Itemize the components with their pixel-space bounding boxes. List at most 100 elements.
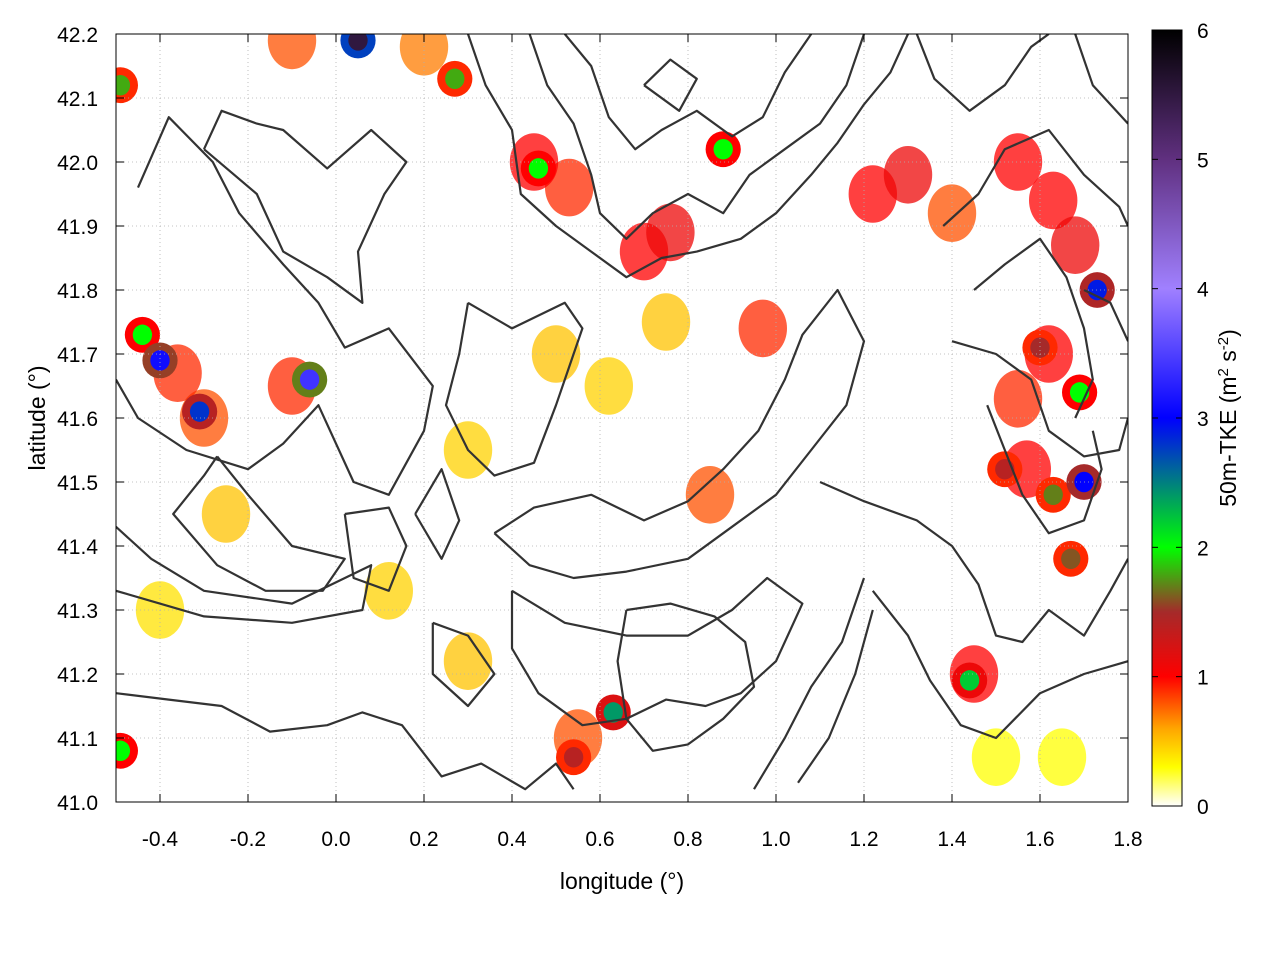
tke-hotspot-0 — [556, 739, 592, 776]
tke-region-30 — [883, 146, 933, 204]
tke-region-31 — [1051, 216, 1100, 274]
colorbar-title-sup1: 2 — [1215, 368, 1232, 376]
y-tick-label: 42.1 — [57, 88, 98, 111]
tke-hotspot-18 — [292, 361, 328, 398]
tke-region-15 — [267, 34, 317, 70]
x-tick-label: 1.8 — [1113, 828, 1142, 851]
colorbar-title-mid: s — [1215, 350, 1241, 368]
contour-line-22 — [1074, 34, 1128, 125]
tke-region-12 — [927, 184, 977, 242]
contour-line-11 — [871, 590, 1128, 740]
tke-region-13 — [685, 466, 735, 524]
y-tick-label: 41.5 — [57, 472, 98, 495]
y-tick-label: 42.2 — [57, 24, 98, 47]
contour-line-26 — [431, 621, 496, 708]
contour-line-9 — [819, 480, 1128, 644]
x-tick-label: 0.2 — [409, 828, 438, 851]
axes: -0.4 -0.2 0.0 0.2 0.4 0.6 0.8 1.0 1.2 1.4 1.6 1.8 41… — [57, 24, 1142, 851]
tke-region-25 — [1029, 171, 1078, 230]
tke-hotspot-11 — [116, 732, 138, 769]
colorbar-tick-label: 5 — [1197, 149, 1209, 172]
colorbar-title: 50m-TKE (m2 s-2) — [1215, 329, 1242, 507]
tke-region-0 — [971, 728, 1021, 786]
y-tick-label: 41.9 — [57, 216, 98, 239]
tke-region-8 — [201, 485, 251, 543]
terrain-contours — [116, 34, 1128, 791]
x-tick-label: 1.0 — [761, 828, 790, 851]
colorbar-tick-label: 3 — [1197, 408, 1209, 431]
tke-hotspot-1 — [987, 451, 1023, 488]
tke-hotspot-9 — [705, 131, 741, 168]
tke-hotspot-4 — [1035, 476, 1071, 513]
x-tick-label: 1.2 — [849, 828, 878, 851]
colorbar-title-main: 50m-TKE (m — [1215, 376, 1241, 506]
tke-region-20 — [993, 370, 1043, 428]
x-tick-label: 0.4 — [497, 828, 527, 851]
contour-line-19 — [466, 34, 909, 279]
tke-hotspot-3 — [1053, 540, 1089, 577]
colorbar-tick-label: 2 — [1197, 537, 1209, 560]
y-tick-label: 41.8 — [57, 280, 98, 303]
contour-line-10 — [753, 577, 866, 790]
x-tick-label: 0.0 — [321, 828, 350, 851]
x-tick-label: 1.4 — [937, 828, 967, 851]
contour-line-15 — [973, 237, 1094, 419]
tke-hotspot-19 — [340, 34, 376, 59]
y-tick-label: 41.1 — [57, 728, 98, 751]
tke-hotspot-14 — [182, 393, 218, 430]
y-tick-label: 41.0 — [57, 792, 98, 815]
colorbar-ticks: 0 1 2 3 4 5 6 — [1152, 20, 1209, 819]
colorbar-tick-label: 0 — [1197, 796, 1209, 819]
heatmap-field — [116, 34, 1115, 786]
contour-line-23 — [343, 506, 408, 592]
contour-line-21 — [915, 34, 1050, 112]
contour-line-3 — [116, 525, 373, 624]
x-tick-label: 0.8 — [673, 828, 702, 851]
contour-line-6 — [493, 288, 866, 580]
contour-line-7 — [510, 576, 804, 727]
tke-region-19 — [738, 299, 787, 358]
tke-region-18 — [545, 158, 594, 217]
y-axis-title: latitude (°) — [24, 365, 50, 470]
y-tick-label: 42.0 — [57, 152, 98, 175]
contour-line-4 — [116, 692, 575, 791]
contour-line-16 — [986, 404, 1103, 535]
x-tick-label: 0.6 — [585, 828, 614, 851]
tke-hotspot-17 — [142, 342, 178, 379]
y-tick-label: 41.3 — [57, 600, 98, 623]
contour-line-0 — [203, 109, 408, 304]
y-tick-label: 41.2 — [57, 664, 98, 687]
contour-line-13 — [942, 128, 1128, 227]
tke-region-9 — [443, 632, 493, 690]
tke-hotspot-6 — [116, 67, 138, 104]
tke-hotspot-5 — [437, 60, 473, 97]
contour-line-1 — [116, 116, 434, 496]
colorbar-title-end: ) — [1215, 329, 1241, 337]
tke-hotspot-8 — [520, 150, 557, 187]
contour-line-5 — [444, 301, 584, 477]
contour-line-12 — [797, 609, 874, 784]
contour-line-18 — [528, 34, 866, 240]
tke-region-1 — [1037, 728, 1087, 786]
contour-line-2 — [172, 455, 346, 592]
contour-line-14 — [951, 340, 1128, 458]
contour-line-17 — [563, 34, 813, 151]
tke-hotspot-2 — [1022, 329, 1058, 366]
colorbar-tick-label: 4 — [1197, 279, 1209, 302]
x-axis-title: longitude (°) — [560, 868, 684, 894]
y-tick-label: 41.7 — [57, 344, 98, 367]
x-tick-label: -0.2 — [230, 828, 266, 851]
x-tick-label: -0.4 — [142, 828, 179, 851]
gridlines — [116, 34, 1128, 802]
tke-region-29 — [646, 203, 695, 262]
tke-region-3 — [584, 357, 633, 415]
colorbar-tick-label: 6 — [1197, 20, 1209, 43]
tke-hotspot-12 — [952, 662, 988, 699]
contour-line-8 — [616, 602, 756, 752]
contour-line-20 — [643, 58, 698, 112]
contour-line-25 — [1083, 289, 1128, 342]
contour-line-24 — [414, 468, 461, 560]
colorbar-title-sup2: -2 — [1215, 337, 1232, 350]
